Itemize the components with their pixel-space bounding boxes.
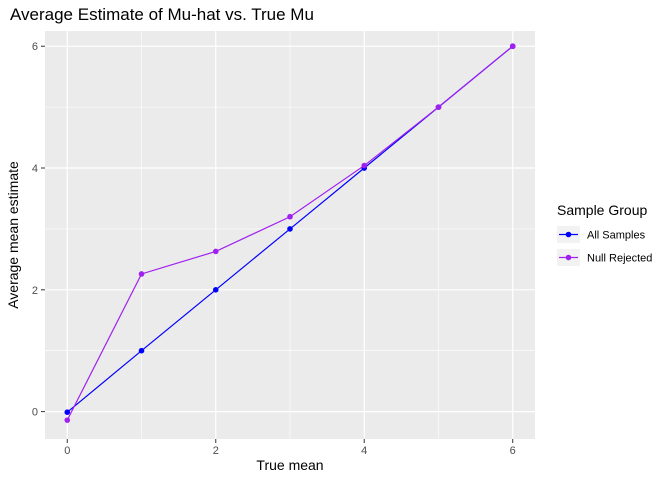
- series-point: [64, 409, 71, 416]
- y-tick-label: 6: [32, 41, 38, 53]
- y-tick-label: 2: [32, 285, 38, 297]
- legend-title: Sample Group: [557, 202, 647, 218]
- series-point: [287, 213, 293, 220]
- legend-key-point: [565, 254, 572, 261]
- y-tick-label: 4: [32, 163, 38, 175]
- y-tick-label: 0: [32, 407, 38, 419]
- minor-gridlines: [45, 31, 535, 439]
- series-point: [509, 43, 516, 50]
- series-point: [212, 248, 219, 255]
- x-tick-label: 6: [510, 445, 516, 457]
- chart-title: Average Estimate of Mu-hat vs. True Mu: [10, 5, 314, 24]
- legend-label: Null Rejected: [587, 253, 652, 265]
- series-point: [435, 104, 442, 110]
- axis-ticks: 0 2 4 6 0 2 4 6: [32, 41, 516, 457]
- series-point: [287, 226, 293, 232]
- x-tick-label: 4: [361, 445, 367, 457]
- legend-key-point: [565, 231, 572, 238]
- series-point: [138, 347, 145, 354]
- legend: Sample Group All Samples Null Rejected: [557, 202, 652, 266]
- series-point: [212, 287, 219, 293]
- x-tick-label: 2: [213, 445, 219, 457]
- x-tick-label: 0: [64, 445, 70, 457]
- series-point: [64, 417, 71, 423]
- major-gridlines: [45, 31, 535, 439]
- x-axis-title: True mean: [256, 457, 323, 473]
- y-axis-title: Average mean estimate: [5, 161, 21, 309]
- legend-label: All Samples: [587, 230, 646, 242]
- series-point: [138, 271, 145, 277]
- series-point: [361, 162, 368, 169]
- series-layer: [64, 43, 516, 423]
